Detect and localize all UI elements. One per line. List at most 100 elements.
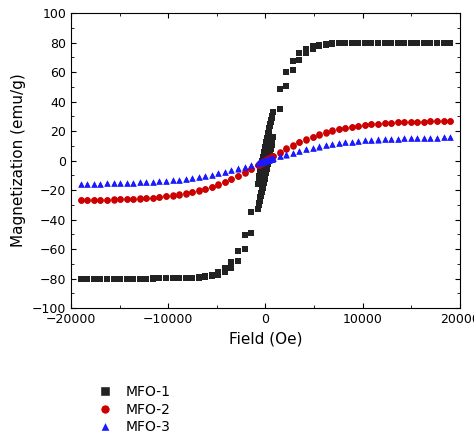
Point — [266, 156, 274, 163]
Point — [234, 165, 242, 172]
Point — [83, 275, 91, 282]
Point — [446, 39, 454, 46]
Point — [328, 127, 336, 134]
Point — [268, 155, 276, 162]
Point — [255, 161, 263, 168]
Point — [268, 112, 276, 119]
Point — [433, 134, 441, 141]
Point — [201, 273, 209, 280]
Point — [254, 162, 262, 169]
Point — [77, 275, 84, 282]
Point — [266, 123, 273, 130]
Point — [433, 39, 441, 46]
Point — [97, 180, 104, 187]
Point — [420, 39, 428, 46]
Point — [175, 191, 183, 198]
Point — [266, 121, 274, 128]
Point — [348, 138, 356, 145]
Point — [182, 176, 190, 183]
Point — [387, 135, 395, 142]
Point — [208, 171, 216, 178]
Point — [265, 156, 273, 163]
Point — [103, 275, 111, 282]
Point — [90, 180, 98, 187]
Point — [136, 195, 144, 202]
Point — [259, 157, 266, 164]
Point — [255, 202, 263, 209]
Point — [348, 39, 356, 46]
Point — [110, 275, 118, 282]
Point — [266, 147, 274, 154]
Point — [241, 169, 248, 176]
Point — [188, 275, 196, 282]
Point — [264, 162, 271, 169]
Point — [182, 190, 190, 197]
Point — [169, 177, 176, 184]
Point — [309, 133, 316, 140]
Point — [255, 159, 263, 166]
Point — [302, 136, 310, 143]
Point — [83, 275, 91, 282]
Point — [195, 274, 202, 281]
Point — [263, 139, 270, 146]
Point — [228, 258, 235, 265]
Point — [90, 196, 98, 203]
Point — [208, 271, 216, 279]
Point — [264, 161, 272, 168]
Point — [247, 209, 255, 216]
Point — [446, 117, 454, 125]
Point — [283, 146, 290, 153]
Point — [381, 39, 388, 46]
Point — [361, 137, 369, 144]
Point — [262, 170, 270, 177]
Point — [116, 180, 124, 187]
Point — [261, 147, 268, 154]
Point — [182, 275, 190, 282]
Point — [83, 180, 91, 187]
Point — [136, 195, 144, 202]
Point — [413, 118, 421, 125]
Point — [407, 135, 415, 142]
Point — [258, 188, 265, 195]
Point — [276, 85, 283, 92]
Point — [413, 135, 421, 142]
Point — [259, 158, 266, 165]
Point — [267, 154, 275, 161]
Point — [355, 137, 362, 144]
Point — [264, 158, 272, 165]
Point — [123, 195, 130, 202]
Point — [262, 158, 269, 165]
Point — [265, 128, 273, 136]
Point — [110, 180, 118, 187]
Point — [175, 275, 183, 282]
Point — [254, 161, 262, 169]
Point — [322, 129, 329, 136]
Point — [276, 153, 283, 160]
Point — [169, 192, 176, 199]
Point — [264, 133, 272, 140]
Point — [264, 156, 272, 163]
Point — [433, 39, 441, 46]
Point — [259, 158, 267, 165]
Point — [263, 136, 271, 143]
Point — [296, 139, 303, 146]
Point — [201, 274, 209, 281]
Point — [368, 136, 375, 143]
Point — [413, 39, 421, 46]
Point — [129, 275, 137, 282]
Point — [201, 185, 209, 192]
Point — [258, 159, 266, 166]
Point — [368, 121, 375, 128]
Point — [407, 118, 415, 125]
Point — [446, 117, 454, 125]
Point — [309, 144, 316, 151]
Point — [446, 134, 454, 141]
Point — [116, 196, 124, 203]
Point — [143, 275, 150, 282]
Point — [283, 83, 290, 90]
Point — [155, 275, 163, 282]
Point — [335, 140, 343, 147]
Point — [387, 39, 395, 46]
Point — [162, 177, 170, 184]
Point — [260, 158, 267, 165]
